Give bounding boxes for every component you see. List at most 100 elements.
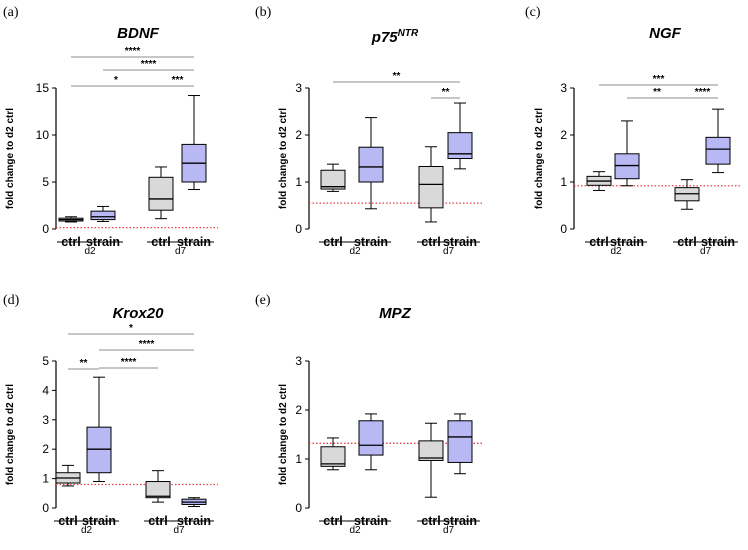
panel-letter: (a)	[3, 5, 19, 20]
y-axis-label: fold change to d2 ctrl	[278, 384, 289, 485]
box-iqr	[447, 132, 473, 159]
box-d7-strain	[705, 108, 731, 174]
significance-label: ****	[125, 46, 141, 57]
significance-label: ***	[653, 74, 665, 85]
significance-label: ****	[139, 339, 155, 350]
chart-title: NGF	[649, 25, 682, 42]
y-tick-label: 10	[36, 128, 50, 142]
significance-label: ****	[121, 357, 137, 368]
y-tick-label: 3	[42, 413, 49, 427]
significance-label: ***	[172, 75, 184, 86]
y-tick-label: 0	[42, 501, 49, 515]
y-tick-label: 1	[295, 175, 302, 189]
significance-label: **	[80, 358, 88, 369]
y-tick-label: 2	[560, 128, 567, 142]
box-iqr	[320, 446, 346, 467]
box-iqr	[418, 440, 444, 461]
y-tick-label: 4	[42, 383, 49, 397]
box-d2-ctrl	[320, 437, 346, 471]
box-iqr	[145, 481, 171, 499]
chart-title: Krox20	[113, 305, 165, 322]
box-d7-ctrl	[418, 146, 444, 223]
box-iqr	[358, 420, 384, 456]
box-d2-strain	[90, 205, 116, 222]
y-axis-label: fold change to d2 ctrl	[278, 108, 289, 209]
chart-title-text: BDNF	[117, 25, 159, 42]
panel-letter: (b)	[255, 5, 272, 20]
y-tick-label: 0	[42, 222, 49, 236]
group-label: d7	[443, 246, 455, 257]
y-tick-label: 0	[295, 222, 302, 236]
y-tick-label: 3	[560, 81, 567, 95]
y-tick-label: 1	[42, 472, 49, 486]
box-iqr	[705, 136, 731, 165]
box-iqr	[86, 426, 112, 474]
y-tick-label: 2	[295, 403, 302, 417]
y-tick-label: 3	[295, 354, 302, 368]
panel-letter: (c)	[525, 5, 541, 20]
panel-letter: (e)	[255, 293, 271, 308]
significance-label: *	[114, 75, 118, 86]
box-d2-strain	[358, 413, 384, 471]
box-d7-ctrl	[145, 470, 171, 503]
chart-title-text: MPZ	[379, 305, 412, 322]
box-d2-strain	[86, 376, 112, 483]
y-axis-label: fold change to d2 ctrl	[534, 108, 545, 209]
box-d7-strain	[181, 95, 207, 191]
box-iqr	[447, 420, 473, 463]
box-d7-ctrl	[148, 166, 174, 220]
y-tick-label: 15	[36, 81, 50, 95]
panel-letter: (d)	[3, 293, 20, 308]
significance-label: *	[129, 323, 133, 334]
group-label: d7	[700, 246, 712, 257]
group-label: d7	[443, 525, 455, 536]
y-tick-label: 0	[560, 222, 567, 236]
y-tick-label: 0	[295, 501, 302, 515]
significance-label: ****	[141, 59, 157, 70]
y-axis-label: fold change to d2 ctrl	[5, 384, 16, 485]
chart-title-superscript: NTR	[398, 28, 419, 39]
y-tick-label: 1	[295, 452, 302, 466]
significance-label: **	[442, 87, 450, 98]
box-d2-strain	[614, 120, 640, 187]
box-d7-strain	[447, 102, 473, 170]
significance-label: ****	[695, 87, 711, 98]
box-d2-ctrl	[55, 464, 81, 487]
box-iqr	[148, 176, 174, 211]
y-tick-label: 2	[42, 442, 49, 456]
y-tick-label: 1	[560, 175, 567, 189]
significance-label: **	[653, 87, 661, 98]
chart-title: MPZ	[379, 305, 412, 322]
box-d7-ctrl	[418, 422, 444, 498]
group-label: d2	[349, 525, 361, 536]
group-label: d2	[84, 246, 96, 257]
box-d7-ctrl	[674, 179, 700, 210]
box-d2-ctrl	[586, 171, 612, 191]
box-iqr	[418, 165, 444, 209]
box-iqr	[614, 153, 640, 180]
box-d7-strain	[447, 413, 473, 475]
group-label: d2	[81, 525, 93, 536]
box-iqr	[358, 146, 384, 183]
y-tick-label: 5	[42, 354, 49, 368]
box-d2-ctrl	[320, 163, 346, 192]
box-d2-ctrl	[58, 216, 84, 223]
box-d7-strain	[181, 497, 207, 508]
group-label: d7	[175, 246, 187, 257]
significance-label: **	[393, 71, 401, 82]
group-label: d2	[349, 246, 361, 257]
box-d2-strain	[358, 117, 384, 210]
y-axis-label: fold change to d2 ctrl	[5, 108, 16, 209]
group-label: d2	[610, 246, 622, 257]
chart-title: p75NTR	[371, 28, 419, 46]
group-label: d7	[173, 525, 185, 536]
box-iqr	[320, 169, 346, 190]
chart-title: BDNF	[117, 25, 159, 42]
y-tick-label: 3	[295, 81, 302, 95]
